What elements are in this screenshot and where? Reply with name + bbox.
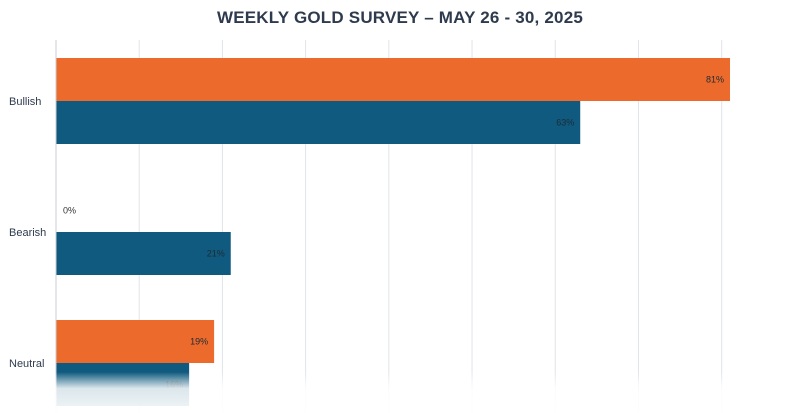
- data-label: 21%: [207, 249, 225, 259]
- category-label-bullish: Bullish: [9, 96, 41, 108]
- category-label-bearish: Bearish: [9, 227, 46, 239]
- bar-neutral-series-1: [56, 320, 215, 363]
- data-label: 81%: [706, 75, 724, 85]
- data-label: 19%: [190, 337, 208, 347]
- category-label-neutral: Neutral: [9, 358, 44, 370]
- data-label: 63%: [556, 118, 574, 128]
- chart-title: WEEKLY GOLD SURVEY – MAY 26 - 30, 2025: [216, 8, 584, 27]
- bar-bearish-series-2: [56, 232, 231, 275]
- data-label: 16%: [165, 380, 183, 390]
- bar-bullish-series-2: [56, 101, 581, 144]
- data-label: 0%: [63, 206, 76, 216]
- bar-bullish-series-1: [56, 58, 730, 101]
